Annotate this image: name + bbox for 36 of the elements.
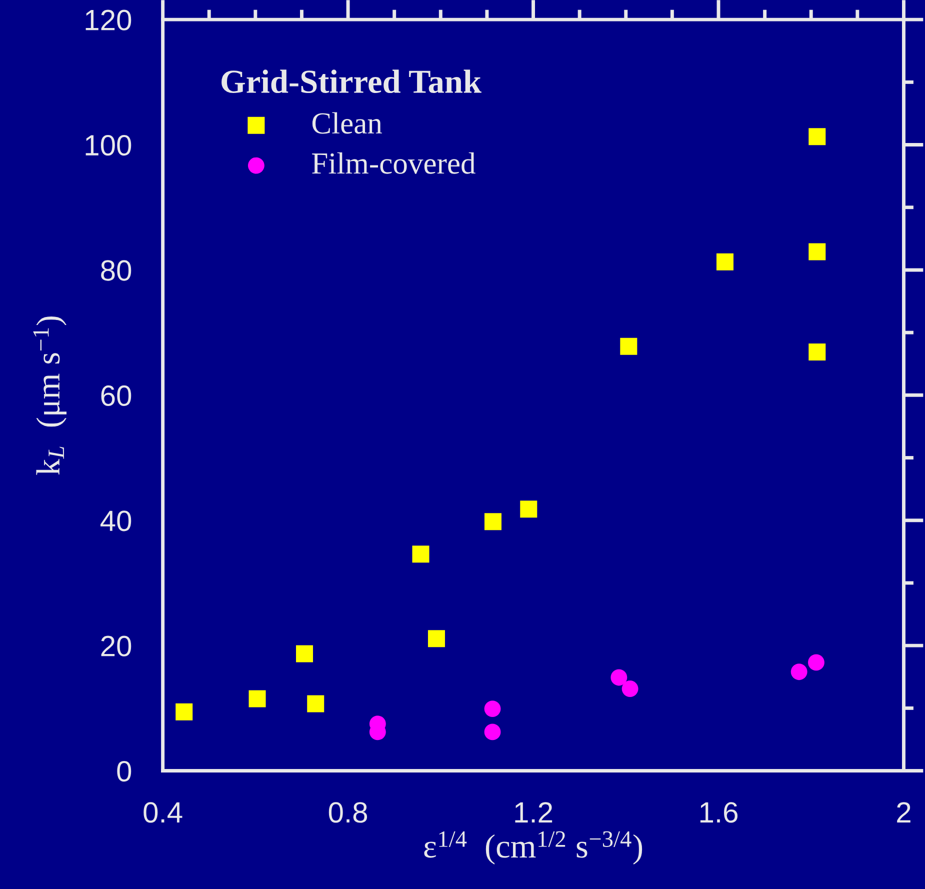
x-axis-title: ε$^{1/4}$ (cm$^{1/2}$ s$^{−3/4}$)	[424, 831, 642, 865]
point	[808, 343, 826, 360]
x-tick-label: 0.8	[328, 802, 368, 823]
point	[808, 243, 826, 260]
point	[808, 654, 824, 671]
point	[484, 724, 501, 740]
y-tick-label: 20	[101, 636, 132, 656]
y-axis-title: k$_{L}$ (μm s$^{−1}$)	[33, 316, 66, 475]
point	[248, 690, 266, 708]
legend-title: Grid-Stirred Tank	[222, 70, 482, 94]
y-tick-label: 120	[86, 10, 132, 30]
legend-label: Clean	[312, 112, 382, 134]
y-tick-label: 0	[117, 760, 132, 782]
legend-label: Film-covered	[312, 152, 476, 174]
x-tick-label: 1.6	[700, 802, 738, 823]
y-tick-label: 60	[101, 385, 132, 406]
y-tick-label: 40	[100, 510, 132, 532]
y-tick-label: 80	[101, 260, 132, 281]
x-tick-label: 0.4	[144, 802, 182, 823]
point	[808, 128, 826, 146]
point	[484, 700, 501, 718]
x-tick-label: 1.2	[515, 802, 552, 822]
point	[412, 546, 430, 563]
point	[620, 338, 638, 355]
point	[622, 680, 638, 697]
point	[790, 664, 808, 680]
point	[307, 695, 324, 712]
point	[176, 703, 193, 720]
point	[716, 253, 734, 270]
point	[296, 645, 314, 662]
x-tick-label: 2	[897, 802, 910, 822]
point	[520, 500, 538, 518]
point	[484, 513, 502, 530]
point	[610, 669, 628, 686]
y-tick-label: 100	[86, 134, 132, 156]
point	[428, 630, 445, 648]
